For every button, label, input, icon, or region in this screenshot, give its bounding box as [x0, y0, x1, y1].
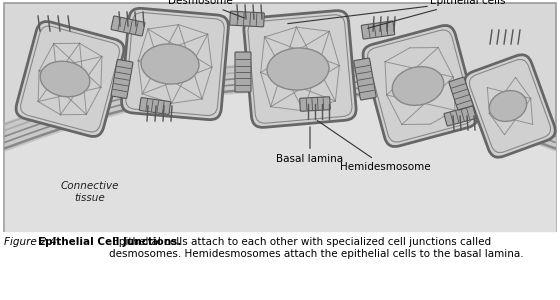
Ellipse shape	[267, 48, 329, 90]
Text: Epithelial cells attach to each other with specialized cell junctions called
des: Epithelial cells attach to each other wi…	[109, 237, 524, 259]
Ellipse shape	[392, 67, 444, 105]
FancyBboxPatch shape	[16, 22, 124, 136]
FancyBboxPatch shape	[361, 21, 395, 39]
Text: Hemidesmosome: Hemidesmosome	[318, 121, 431, 172]
Ellipse shape	[40, 61, 90, 97]
Text: Desmosome: Desmosome	[167, 0, 244, 18]
FancyBboxPatch shape	[300, 97, 330, 111]
FancyBboxPatch shape	[235, 52, 251, 92]
FancyBboxPatch shape	[230, 11, 264, 27]
Text: Basal lamina: Basal lamina	[277, 127, 344, 164]
Ellipse shape	[141, 44, 199, 84]
FancyBboxPatch shape	[363, 26, 477, 147]
FancyBboxPatch shape	[111, 59, 133, 98]
FancyBboxPatch shape	[139, 98, 171, 114]
FancyBboxPatch shape	[444, 106, 476, 126]
Text: Figure 2.4.: Figure 2.4.	[4, 237, 60, 247]
FancyBboxPatch shape	[465, 55, 556, 157]
FancyBboxPatch shape	[354, 58, 376, 100]
FancyBboxPatch shape	[111, 16, 145, 36]
Ellipse shape	[489, 91, 526, 122]
Text: Epithelial Cell Junctions.: Epithelial Cell Junctions.	[38, 237, 181, 247]
FancyBboxPatch shape	[122, 8, 228, 120]
FancyBboxPatch shape	[244, 11, 356, 128]
FancyBboxPatch shape	[449, 77, 475, 117]
Text: Epithelial cells: Epithelial cells	[368, 0, 506, 28]
Text: Connective
tissue: Connective tissue	[60, 181, 119, 203]
